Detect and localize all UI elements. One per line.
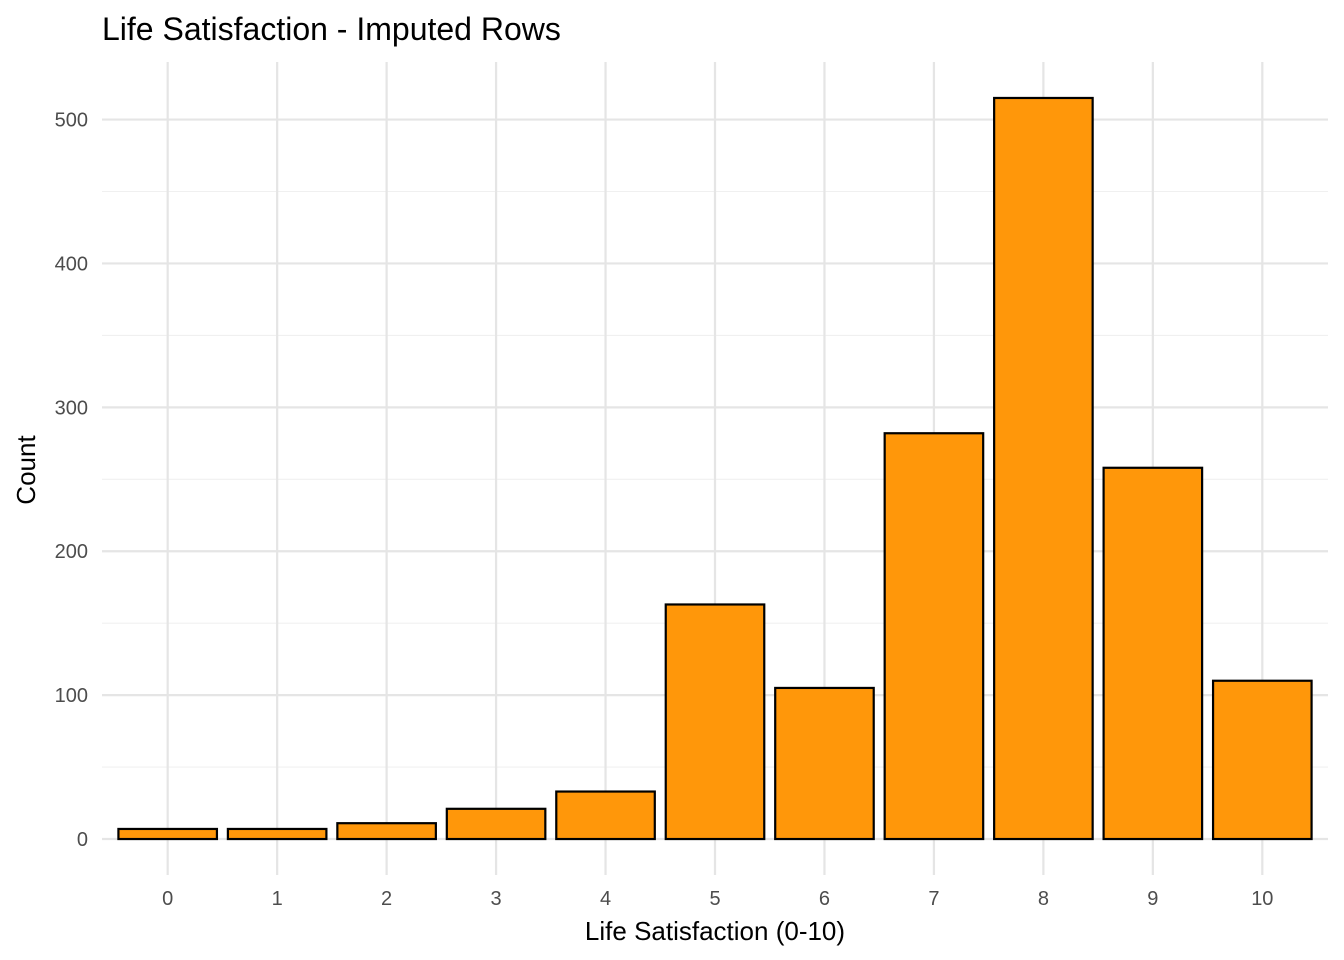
x-tick-label: 2	[381, 888, 392, 910]
x-tick-label: 10	[1251, 888, 1273, 910]
bar-9	[1102, 466, 1204, 841]
x-tick-label: 5	[709, 888, 720, 910]
bar-8	[993, 96, 1094, 841]
bar-3	[445, 807, 547, 841]
x-tick-label: 3	[491, 888, 502, 910]
x-axis-title: Life Satisfaction (0-10)	[585, 916, 845, 946]
bar-10	[1211, 679, 1313, 841]
x-tick-label: 0	[162, 888, 173, 910]
bar-7	[883, 432, 985, 841]
y-tick-label: 0	[77, 829, 88, 851]
bar-2	[336, 822, 437, 841]
x-tick-labels: 0 1 2 3 4 5 6 7 8 9 10	[162, 888, 1273, 910]
bar-0	[117, 827, 219, 841]
x-tick-label: 4	[600, 888, 611, 910]
bar-6	[774, 686, 875, 841]
chart-title: Life Satisfaction - Imputed Rows	[102, 11, 561, 47]
bar-1	[226, 827, 328, 841]
y-tick-label: 200	[55, 541, 88, 563]
y-tick-label: 100	[55, 685, 88, 707]
y-tick-label: 500	[55, 110, 88, 132]
x-tick-label: 1	[272, 888, 283, 910]
bars	[117, 96, 1313, 841]
x-tick-label: 8	[1038, 888, 1049, 910]
bar-5	[664, 603, 766, 841]
x-tick-label: 7	[928, 888, 939, 910]
x-tick-label: 6	[819, 888, 830, 910]
bar-4	[555, 790, 656, 841]
y-axis-title: Count	[11, 435, 41, 505]
y-tick-labels: 0 100 200 300 400 500	[55, 110, 88, 851]
x-tick-label: 9	[1147, 888, 1158, 910]
y-tick-label: 300	[55, 397, 88, 419]
y-tick-label: 400	[55, 253, 88, 275]
